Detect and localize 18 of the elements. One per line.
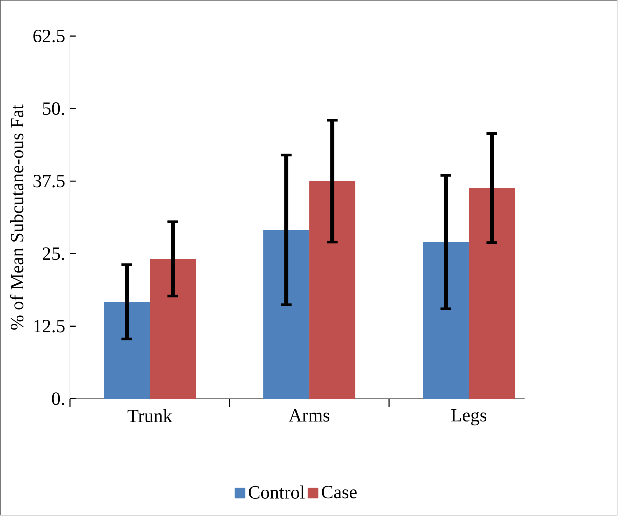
bar bbox=[264, 230, 310, 399]
x-tick-label: Arms bbox=[288, 409, 330, 422]
bar bbox=[469, 188, 516, 399]
y-tick-label: 0. bbox=[52, 392, 64, 406]
legend-label: Control bbox=[249, 486, 305, 499]
x-tick-label: Trunk bbox=[128, 409, 173, 423]
y-tick-label: 25. bbox=[43, 248, 64, 260]
bar bbox=[310, 181, 356, 399]
y-tick-label: 37.5 bbox=[34, 175, 65, 188]
y-tick-label: 12.5 bbox=[34, 320, 65, 333]
legend-label: Case bbox=[322, 486, 357, 499]
y-tick-label: 62.5 bbox=[34, 30, 65, 43]
x-tick-label: Legs bbox=[451, 409, 487, 426]
y-axis-title: % of Mean Subcutane-ous Fat bbox=[10, 104, 24, 330]
bar bbox=[104, 302, 150, 399]
bar bbox=[423, 242, 470, 399]
bar bbox=[150, 259, 196, 399]
y-tick-label: 50. bbox=[43, 102, 64, 116]
